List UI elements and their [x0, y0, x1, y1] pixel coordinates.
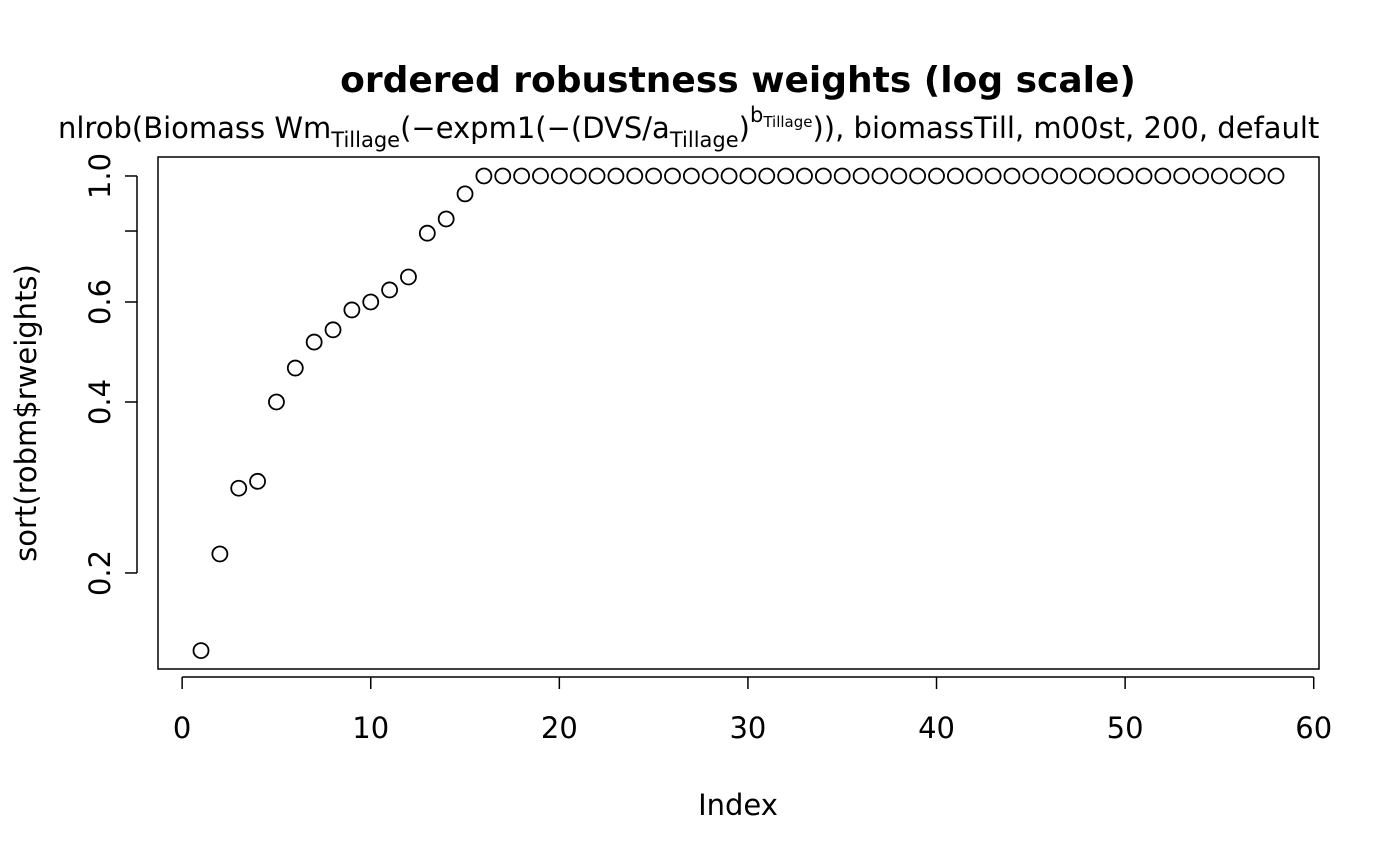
point: [1248, 167, 1266, 185]
chart-subtitle: nlrob(Biomass WmTillage(−expm1(−(DVS/aTi…: [58, 103, 1319, 152]
x-tick-label: 40: [918, 711, 955, 745]
y-tick-label: 1.0: [83, 153, 117, 199]
point: [268, 393, 285, 411]
subtitle-part: nlrob(Biomass Wm: [58, 111, 331, 145]
point: [1116, 167, 1134, 185]
point: [852, 167, 870, 185]
point: [871, 167, 889, 185]
x-tick-label: 0: [173, 711, 191, 745]
point: [664, 167, 681, 185]
point: [550, 167, 568, 185]
point: [286, 359, 304, 377]
plot-box: [157, 156, 1320, 670]
point: [701, 167, 719, 185]
y-tick-label: 0.2: [83, 550, 117, 596]
point: [532, 167, 549, 185]
point: [192, 642, 210, 659]
point: [513, 167, 531, 185]
point: [569, 167, 587, 185]
point: [1211, 167, 1228, 185]
x-axis-label: Index: [698, 788, 778, 822]
y-tick-label: 0.6: [83, 279, 117, 325]
point: [1079, 167, 1096, 185]
point: [475, 167, 493, 185]
point: [1192, 167, 1209, 185]
point: [1022, 167, 1040, 185]
point: [645, 167, 663, 185]
point: [400, 268, 417, 286]
point: [833, 167, 851, 185]
point: [305, 333, 323, 351]
x-tick-label: 10: [352, 711, 389, 745]
point: [1173, 167, 1191, 185]
subtitle-part: b: [750, 103, 763, 127]
point: [739, 167, 757, 185]
point: [1003, 167, 1021, 185]
point: [249, 472, 266, 490]
point: [946, 167, 964, 185]
point: [494, 167, 512, 185]
y-axis-label: sort(robm$rweights): [9, 264, 43, 562]
point: [1041, 167, 1059, 185]
point: [1097, 167, 1115, 185]
x-tick-label: 60: [1295, 711, 1332, 745]
point: [343, 301, 361, 319]
point: [984, 167, 1002, 185]
point: [211, 545, 229, 563]
point: [890, 167, 908, 185]
point: [928, 167, 945, 185]
point: [1154, 167, 1172, 185]
subtitle-part: )), biomassTill, m00st, 200, default: [812, 111, 1319, 145]
point: [758, 167, 776, 185]
point: [362, 293, 380, 311]
subtitle-part: (−expm1(−(DVS/a: [400, 111, 670, 145]
point: [418, 224, 436, 242]
point: [1229, 167, 1247, 185]
subtitle-part: Tillage: [762, 113, 812, 131]
point: [588, 167, 606, 185]
chart-title: ordered robustness weights (log scale): [340, 60, 1136, 101]
point: [909, 167, 927, 185]
point: [381, 281, 398, 299]
x-tick-label: 20: [541, 711, 578, 745]
x-tick-label: 50: [1107, 711, 1144, 745]
subtitle-part: ): [739, 111, 750, 145]
point: [682, 167, 700, 185]
point: [1135, 167, 1153, 185]
point: [626, 167, 644, 185]
point: [1060, 167, 1077, 185]
point: [1267, 167, 1285, 185]
point: [720, 167, 738, 185]
point: [796, 167, 813, 185]
point: [777, 167, 795, 185]
subtitle-part: Tillage: [669, 128, 739, 152]
point: [437, 210, 455, 228]
y-tick-label: 0.4: [83, 379, 117, 425]
x-tick-label: 30: [729, 711, 766, 745]
point: [607, 167, 625, 185]
point: [456, 185, 474, 203]
point: [965, 167, 983, 185]
point: [814, 167, 832, 185]
point: [324, 321, 342, 339]
subtitle-part: Tillage: [330, 128, 400, 152]
point: [230, 479, 248, 497]
